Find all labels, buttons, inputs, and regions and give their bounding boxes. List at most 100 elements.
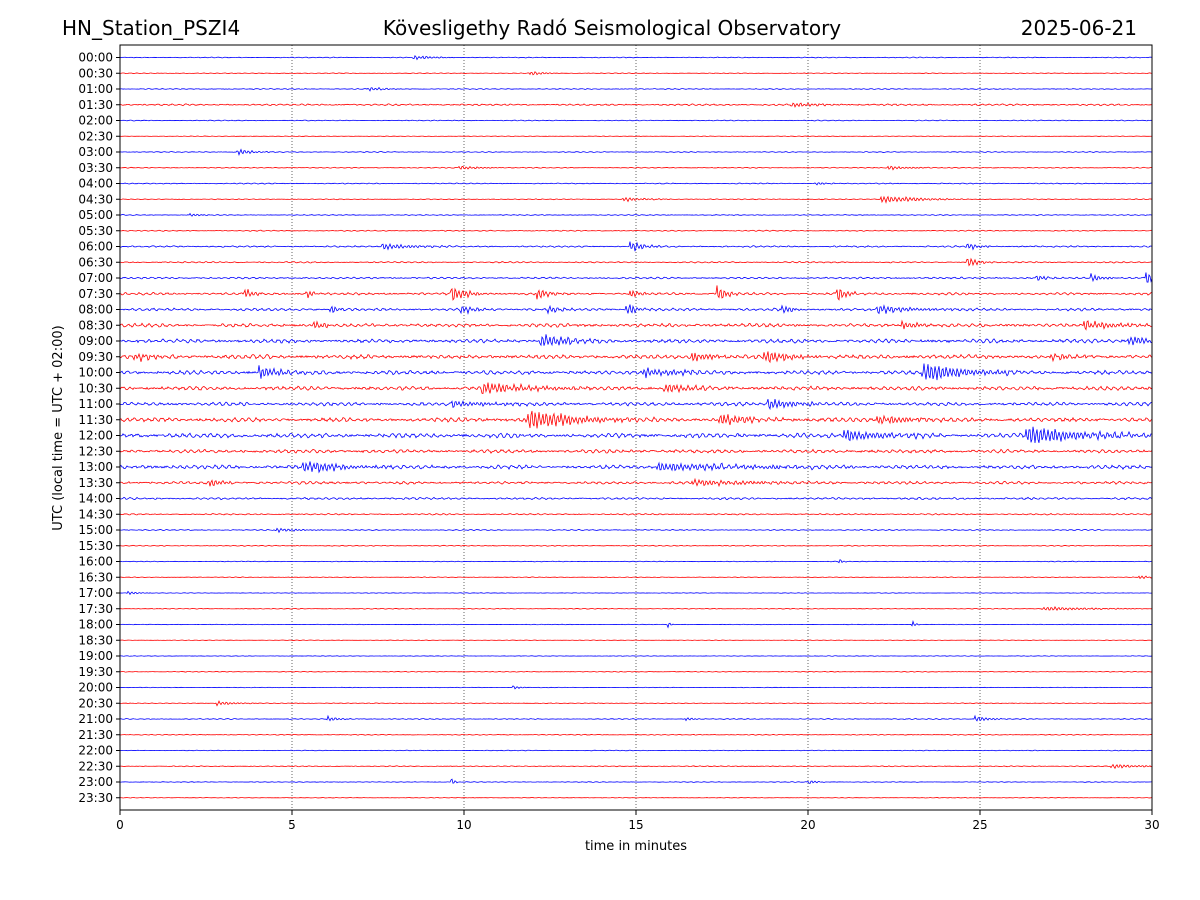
seismogram-traces xyxy=(119,55,1153,799)
y-tick-label: 04:30 xyxy=(78,192,113,206)
trace-row-2330 xyxy=(119,797,1153,799)
trace-row-1730 xyxy=(119,605,1153,611)
y-tick-label: 21:00 xyxy=(78,712,113,726)
trace-row-1500 xyxy=(119,527,1153,534)
y-tick-label: 09:00 xyxy=(78,334,113,348)
y-tick-label: 16:30 xyxy=(78,570,113,584)
y-tick-label: 02:30 xyxy=(78,129,113,143)
trace-row-0700 xyxy=(119,272,1153,283)
trace-row-0830 xyxy=(119,319,1153,331)
trace-row-0300 xyxy=(119,148,1153,157)
y-tick-label: 18:00 xyxy=(78,618,113,632)
y-tick-label: 17:30 xyxy=(78,602,113,616)
y-tick-label: 13:00 xyxy=(78,460,113,474)
y-tick-label: 15:00 xyxy=(78,523,113,537)
x-tick-label: 25 xyxy=(972,818,987,832)
y-tick-label: 03:00 xyxy=(78,145,113,159)
x-tick-label: 10 xyxy=(456,818,471,832)
y-tick-label: 01:30 xyxy=(78,98,113,112)
y-tick-label: 17:00 xyxy=(78,586,113,600)
y-tick-label: 04:00 xyxy=(78,177,113,191)
trace-row-2230 xyxy=(120,763,1153,770)
trace-row-0130 xyxy=(119,102,1153,108)
y-tick-label: 03:30 xyxy=(78,161,113,175)
y-tick-label: 14:30 xyxy=(78,507,113,521)
y-tick-label: 10:30 xyxy=(78,381,113,395)
trace-row-0030 xyxy=(119,71,1153,76)
x-tick-label: 30 xyxy=(1144,818,1159,832)
trace-row-0800 xyxy=(119,304,1153,315)
y-tick-label: 13:30 xyxy=(78,476,113,490)
trace-row-1700 xyxy=(119,590,1153,596)
trace-row-1230 xyxy=(119,448,1153,454)
y-tick-label: 08:00 xyxy=(78,303,113,317)
trace-row-2200 xyxy=(119,749,1153,752)
trace-row-1400 xyxy=(119,496,1153,501)
y-tick-label: 02:00 xyxy=(78,114,113,128)
y-tick-label: 22:00 xyxy=(78,744,113,758)
y-tick-label: 00:00 xyxy=(78,51,113,65)
y-tick-label: 11:00 xyxy=(78,397,113,411)
y-tick-label: 20:30 xyxy=(78,696,113,710)
vertical-gridlines xyxy=(291,45,981,810)
y-axis-label: UTC (local time = UTC + 02:00) xyxy=(51,325,66,530)
y-tick-label: 07:00 xyxy=(78,271,113,285)
trace-row-1030 xyxy=(119,382,1153,394)
x-tick-label: 0 xyxy=(116,818,124,832)
y-tick-label: 18:30 xyxy=(78,633,113,647)
trace-row-0000 xyxy=(119,55,1153,61)
y-tick-label: 01:00 xyxy=(78,82,113,96)
trace-row-1330 xyxy=(119,477,1153,488)
trace-row-0900 xyxy=(119,334,1153,347)
trace-row-0930 xyxy=(119,351,1153,364)
trace-row-2300 xyxy=(120,778,1153,785)
y-tick-label: 06:30 xyxy=(78,255,113,269)
y-tick-label: 08:30 xyxy=(78,318,113,332)
chart-title: Kövesligethy Radó Seismological Observat… xyxy=(383,16,841,40)
trace-row-1800 xyxy=(119,620,1153,629)
trace-row-0730 xyxy=(119,285,1153,301)
y-tick-label: 10:00 xyxy=(78,366,113,380)
y-tick-label: 11:30 xyxy=(78,413,113,427)
y-tick-label: 12:30 xyxy=(78,444,113,458)
y-tick-label: 07:30 xyxy=(78,287,113,301)
y-tick-label: 20:00 xyxy=(78,681,113,695)
x-axis-ticks: 0 5 10 15 20 25 30 xyxy=(116,810,1160,832)
y-tick-label: 05:30 xyxy=(78,224,113,238)
y-tick-label: 22:30 xyxy=(78,759,113,773)
y-tick-label: 21:30 xyxy=(78,728,113,742)
trace-row-1130 xyxy=(119,410,1153,429)
date-label: 2025-06-21 xyxy=(1021,16,1137,40)
x-tick-label: 15 xyxy=(628,818,643,832)
trace-row-1930 xyxy=(119,670,1153,673)
y-tick-label: 14:00 xyxy=(78,492,113,506)
y-tick-label: 12:00 xyxy=(78,429,113,443)
y-tick-label: 23:00 xyxy=(78,775,113,789)
y-tick-label: 19:00 xyxy=(78,649,113,663)
trace-row-1200 xyxy=(119,426,1153,444)
y-tick-label: 16:00 xyxy=(78,555,113,569)
trace-row-1630 xyxy=(119,575,1153,580)
y-tick-label: 06:00 xyxy=(78,240,113,254)
x-tick-label: 5 xyxy=(288,818,296,832)
trace-row-1530 xyxy=(119,544,1153,547)
trace-row-1900 xyxy=(119,655,1153,657)
station-label: HN_Station_PSZI4 xyxy=(62,16,240,40)
trace-row-0600 xyxy=(119,241,1153,252)
trace-row-1830 xyxy=(119,639,1153,641)
trace-row-0330 xyxy=(119,165,1153,171)
trace-row-0530 xyxy=(119,229,1153,232)
trace-row-0230 xyxy=(119,135,1153,137)
trace-row-0630 xyxy=(119,257,1153,267)
trace-row-0500 xyxy=(119,212,1153,217)
trace-row-1430 xyxy=(119,513,1153,516)
y-tick-label: 00:30 xyxy=(78,66,113,80)
trace-row-1000 xyxy=(119,363,1153,381)
plot-frame xyxy=(119,44,1153,811)
trace-row-1600 xyxy=(119,559,1153,564)
x-tick-label: 20 xyxy=(800,818,815,832)
trace-row-2100 xyxy=(119,714,1153,722)
y-tick-label: 09:30 xyxy=(78,350,113,364)
trace-row-0100 xyxy=(119,86,1153,92)
